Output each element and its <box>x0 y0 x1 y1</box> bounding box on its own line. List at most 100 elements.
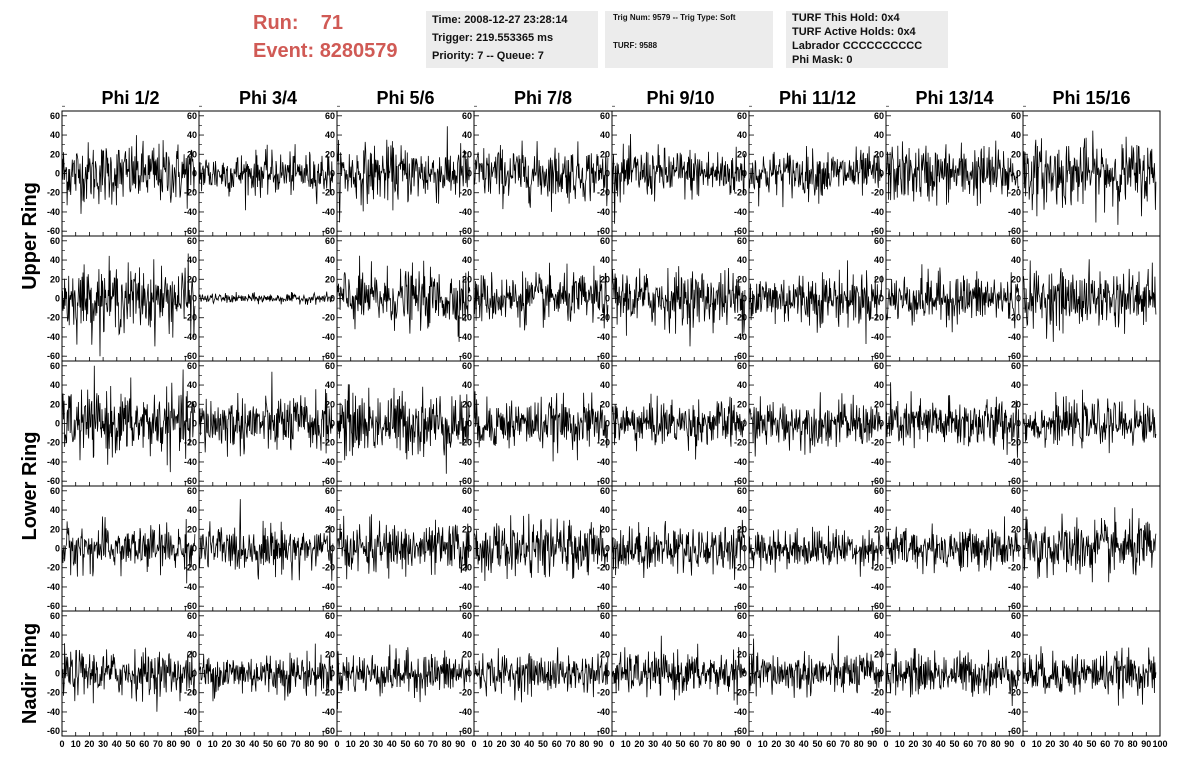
y-tick-label: 60 <box>1011 611 1021 621</box>
y-tick-label: 40 <box>737 505 747 515</box>
y-tick-label: 40 <box>874 130 884 140</box>
y-tick-label: 40 <box>600 505 610 515</box>
y-tick-label: 20 <box>187 149 197 159</box>
x-tick-label: 30 <box>373 739 383 749</box>
waveform-trace <box>611 519 746 580</box>
y-tick-label: 20 <box>50 274 60 284</box>
waveform-trace <box>885 516 1020 575</box>
x-tick-label: 20 <box>222 739 232 749</box>
x-tick-label: 70 <box>840 739 850 749</box>
y-tick-label: -20 <box>1008 188 1021 198</box>
y-tick-label: -60 <box>47 726 60 736</box>
turf-info-box: TURF This Hold: 0x4 TURF Active Holds: 0… <box>786 11 948 68</box>
ring-label: Lower Ring <box>19 432 41 541</box>
waveform-trace <box>61 135 196 214</box>
y-tick-label: 0 <box>467 669 472 679</box>
y-tick-label: 20 <box>600 524 610 534</box>
y-tick-label: 60 <box>187 111 197 121</box>
y-tick-label: -60 <box>47 351 60 361</box>
y-tick-label: 40 <box>600 255 610 265</box>
y-tick-label: 20 <box>187 649 197 659</box>
y-tick-label: 40 <box>462 505 472 515</box>
y-tick-label: 40 <box>50 630 60 640</box>
x-tick-label: 80 <box>442 739 452 749</box>
y-tick-label: 0 <box>192 419 197 429</box>
y-tick-label: -20 <box>184 688 197 698</box>
y-tick-label: -20 <box>322 438 335 448</box>
y-tick-label: 60 <box>737 486 747 496</box>
y-tick-label: 60 <box>50 111 60 121</box>
y-tick-label: 60 <box>874 361 884 371</box>
x-tick-label: 10 <box>1032 739 1042 749</box>
y-tick-label: -60 <box>734 476 747 486</box>
x-tick-label: 10 <box>71 739 81 749</box>
y-tick-label: 20 <box>462 649 472 659</box>
x-tick-label: 50 <box>812 739 822 749</box>
y-tick-label: -60 <box>459 726 472 736</box>
y-tick-label: 40 <box>325 505 335 515</box>
y-tick-label: 20 <box>325 524 335 534</box>
y-tick-label: 0 <box>467 544 472 554</box>
y-tick-label: 60 <box>737 611 747 621</box>
y-tick-label: 20 <box>187 274 197 284</box>
y-tick-label: -20 <box>734 188 747 198</box>
waveform-trace <box>748 260 883 345</box>
y-tick-label: 20 <box>50 149 60 159</box>
y-tick-label: -40 <box>47 707 60 717</box>
waveform-trace <box>198 291 334 305</box>
y-tick-label: 60 <box>737 236 747 246</box>
waveform-trace <box>198 643 334 702</box>
y-tick-label: -60 <box>1008 351 1021 361</box>
x-tick-label: 0 <box>334 739 339 749</box>
x-tick-label: 10 <box>895 739 905 749</box>
y-tick-label: 60 <box>325 111 335 121</box>
x-tick-label: 90 <box>730 739 740 749</box>
x-tick-label: 0 <box>196 739 201 749</box>
waveform-trace <box>885 648 1020 707</box>
y-tick-label: 20 <box>1011 274 1021 284</box>
y-tick-label: 0 <box>55 669 60 679</box>
x-tick-label: 90 <box>455 739 465 749</box>
y-tick-label: 20 <box>462 399 472 409</box>
y-tick-label: 0 <box>605 294 610 304</box>
x-tick-label: 70 <box>566 739 576 749</box>
y-tick-label: 20 <box>737 274 747 284</box>
x-tick-label: 80 <box>167 739 177 749</box>
y-tick-label: 0 <box>742 294 747 304</box>
y-tick-label: -60 <box>734 226 747 236</box>
y-tick-label: -40 <box>184 207 197 217</box>
y-tick-label: 0 <box>879 544 884 554</box>
waveform-trace <box>1022 389 1157 454</box>
trigger-info-box: Trig Num: 9579 -- Trig Type: Soft TURF: … <box>605 11 773 68</box>
y-tick-label: 0 <box>192 544 197 554</box>
waveform-trace <box>198 499 334 581</box>
y-tick-label: -20 <box>871 688 884 698</box>
y-tick-label: 0 <box>467 169 472 179</box>
waveform-trace <box>336 255 471 342</box>
y-tick-label: -60 <box>184 226 197 236</box>
y-tick-label: 0 <box>605 169 610 179</box>
y-tick-label: -60 <box>597 226 610 236</box>
y-tick-label: 20 <box>1011 524 1021 534</box>
x-tick-label: 0 <box>59 739 64 749</box>
y-tick-label: 20 <box>1011 649 1021 659</box>
y-tick-label: -20 <box>184 188 197 198</box>
y-tick-label: -20 <box>459 688 472 698</box>
ring-label: Upper Ring <box>19 182 41 290</box>
column-title: Phi 1/2 <box>101 88 159 108</box>
x-tick-label: 30 <box>1059 739 1069 749</box>
y-tick-label: 20 <box>600 399 610 409</box>
x-tick-label: 20 <box>1045 739 1055 749</box>
x-tick-label: 50 <box>400 739 410 749</box>
waveform-trace <box>61 253 196 357</box>
y-tick-label: -40 <box>871 707 884 717</box>
y-tick-label: 0 <box>879 669 884 679</box>
y-tick-label: 60 <box>874 611 884 621</box>
y-tick-label: -40 <box>871 582 884 592</box>
y-tick-label: 0 <box>1016 669 1021 679</box>
y-tick-label: -60 <box>322 226 335 236</box>
waveform-trace <box>1022 507 1157 583</box>
x-tick-label: 90 <box>180 739 190 749</box>
y-tick-label: 0 <box>330 294 335 304</box>
y-tick-label: -60 <box>734 726 747 736</box>
